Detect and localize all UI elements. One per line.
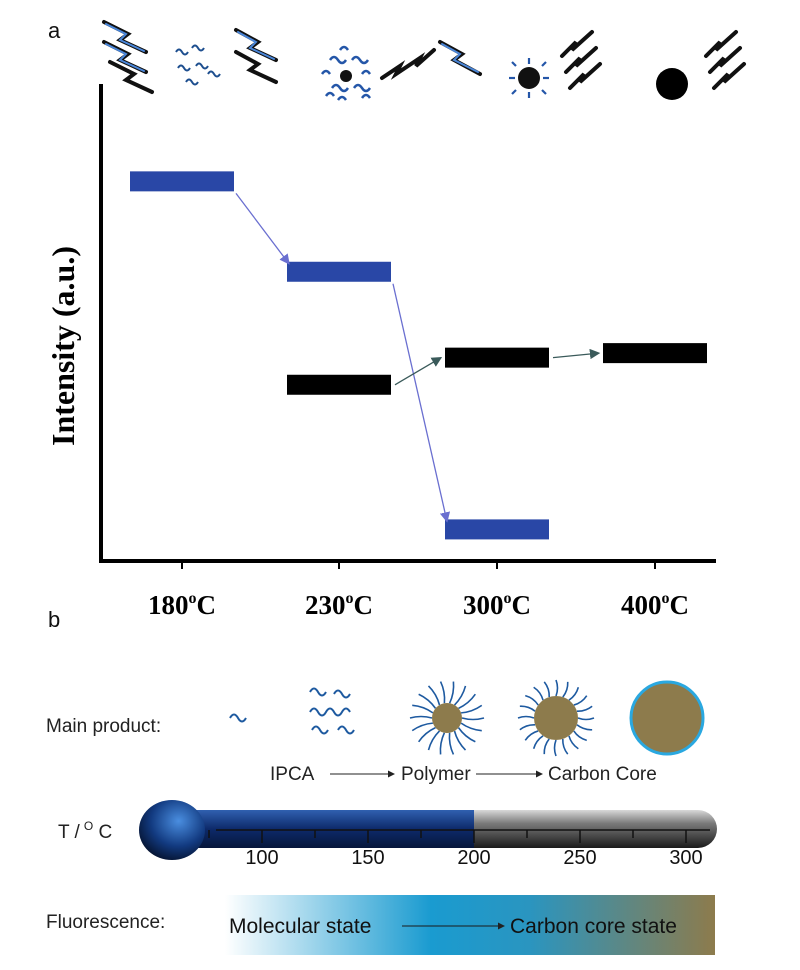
panel-label-b: b <box>48 607 61 632</box>
polymer-chain <box>517 715 535 719</box>
polymer-chain <box>448 732 455 755</box>
temperature-label: T / O C <box>58 819 112 843</box>
y-axis-label: Intensity (a.u.) <box>45 246 81 446</box>
x-tick-label-300: 300oC <box>463 590 531 620</box>
polymer-chain <box>568 687 580 701</box>
x-tick-label-230: 230oC <box>305 590 373 620</box>
carbon-core-icon <box>656 68 688 100</box>
polymer-chain <box>458 693 477 710</box>
thermometer-fill <box>180 810 474 848</box>
polymer-chain <box>427 730 441 751</box>
blue-transition-arrow-2 <box>392 283 451 523</box>
stage-label-carbon-core: Carbon Core <box>548 764 657 785</box>
panel-label-a: a <box>48 18 61 43</box>
ipca-molecule-icon <box>229 713 247 723</box>
polymer-chain <box>457 727 476 743</box>
fluorescence-label: Fluorescence: <box>46 912 165 933</box>
polymer-chain <box>543 681 551 698</box>
polymer-chain <box>553 739 557 757</box>
fluorescence-gradient-bar <box>225 895 715 955</box>
schematic-icons <box>102 20 746 101</box>
blue-level-bar-230 <box>287 261 391 282</box>
polymer-chain <box>461 717 485 721</box>
polymer-chain <box>453 730 467 751</box>
lightning-icon-group-1 <box>102 20 154 94</box>
stage-label-polymer: Polymer <box>401 764 471 785</box>
lightning-icon-group-5 <box>560 30 602 90</box>
polymer-chain <box>576 705 593 713</box>
lightning-icon-group-3 <box>380 48 436 80</box>
large-core-polymer-icon <box>517 679 595 757</box>
transition-arrows <box>235 192 601 523</box>
scale-label-100: 100 <box>245 847 278 869</box>
polymer-chain <box>453 685 467 706</box>
polymer-chain <box>412 704 434 714</box>
polymer-chain <box>568 735 579 750</box>
black-level-bar-230 <box>287 374 391 395</box>
main-product-label: Main product: <box>46 716 162 737</box>
polymer-chain <box>519 723 536 731</box>
blue-level-bar-300 <box>445 519 549 540</box>
polymer-chain <box>524 730 539 741</box>
level-bars <box>130 171 707 540</box>
blue-transition-arrow-1 <box>235 192 290 265</box>
polymer-chain <box>543 738 550 755</box>
polymer-chain <box>460 722 482 732</box>
polymer-chain <box>533 686 544 701</box>
polymer-chain <box>561 738 569 755</box>
polymer-chain <box>417 726 436 743</box>
polymer-chains-icon <box>309 687 355 735</box>
polymer-chain <box>439 681 446 704</box>
panel-a-chart: Intensity (a.u.) 180oC 230oC 300oC 400oC <box>45 20 746 620</box>
x-ticks <box>181 561 656 569</box>
polymer-chain <box>439 732 446 755</box>
lightning-icon-group-4 <box>438 40 482 76</box>
panel-b-diagram: IPCA Polymer Carbon Core T / O C 100 150 20… <box>46 679 717 955</box>
stage-label-ipca: IPCA <box>270 764 315 785</box>
scale-label-300: 300 <box>669 847 702 869</box>
black-level-bar-400 <box>603 343 707 364</box>
polymer-chain <box>427 685 441 706</box>
scale-label-250: 250 <box>563 847 596 869</box>
thermometer-scale-labels: 100 150 200 250 300 <box>245 847 702 869</box>
fluorescence-state-carbon-core: Carbon core state <box>510 915 677 938</box>
lightning-icon-group-6 <box>704 30 746 90</box>
blue-level-bar-180 <box>130 171 234 192</box>
thermometer-bulb <box>139 800 205 860</box>
black-transition-arrow-1 <box>394 356 443 386</box>
carbon-core-icon <box>629 680 705 756</box>
molecule-icon-group <box>175 44 221 86</box>
thermometer-scale-ticks <box>208 830 687 843</box>
polymer-chain <box>519 705 536 712</box>
polymer-chain <box>525 694 539 706</box>
thermometer: 100 150 200 250 300 <box>139 800 717 869</box>
polymer-chain <box>573 695 588 706</box>
x-tick-label-180: 180oC <box>148 590 216 620</box>
polymer-chain <box>448 681 455 704</box>
polymer-chain <box>532 735 544 749</box>
polymer-chain <box>577 717 595 721</box>
polymer-dot-icon <box>320 45 372 101</box>
small-core-polymer-icon <box>409 681 485 755</box>
scale-label-200: 200 <box>457 847 490 869</box>
polymer-chain <box>461 704 483 714</box>
fluorescence-state-molecular: Molecular state <box>229 915 371 938</box>
black-transition-arrow-2 <box>552 348 601 360</box>
polymer-chain <box>573 730 587 742</box>
lightning-icon-group-2 <box>234 28 278 84</box>
polymer-chain <box>411 722 433 732</box>
polymer-chain <box>576 724 593 731</box>
black-level-bar-300 <box>445 347 549 368</box>
polymer-chain <box>409 715 433 719</box>
polymer-chain <box>555 679 559 697</box>
scale-label-150: 150 <box>351 847 384 869</box>
x-tick-label-400: 400oC <box>621 590 689 620</box>
polymer-chain <box>562 681 569 698</box>
carbon-dot-fringe-icon <box>509 58 549 98</box>
polymer-chain <box>418 693 437 709</box>
